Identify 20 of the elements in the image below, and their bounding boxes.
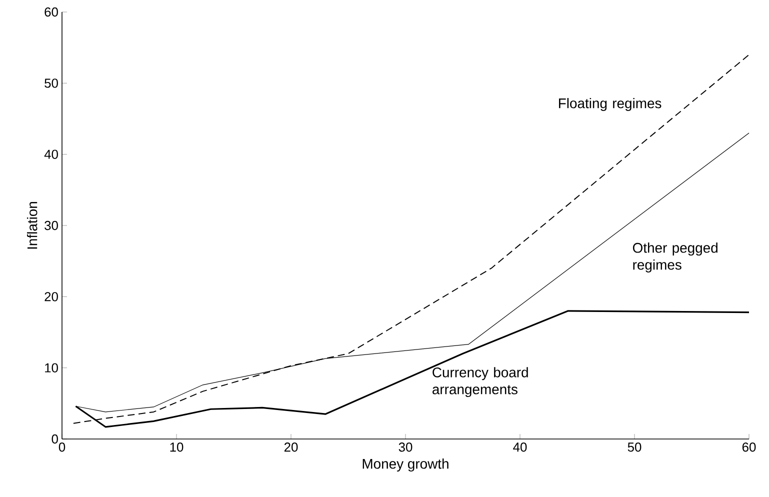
y-tick-label: 30 xyxy=(44,220,58,230)
line-series xyxy=(72,54,750,424)
y-tick-label: 50 xyxy=(44,78,58,88)
x-axis-title: Money growth xyxy=(362,458,448,472)
y-tick-label: 20 xyxy=(44,292,58,302)
x-tick-label: 10 xyxy=(170,442,184,452)
y-axis-title: Inflation xyxy=(26,202,38,249)
y-tick-label: 10 xyxy=(45,363,58,372)
x-tick-label: 60 xyxy=(742,442,756,452)
x-tick-label: 50 xyxy=(628,442,642,452)
series-label: Floating regimes xyxy=(559,98,662,112)
x-tick-label: 40 xyxy=(513,442,527,452)
x-tick-label: 30 xyxy=(398,442,412,452)
y-tick-label: 0 xyxy=(52,434,58,444)
series-label: Other pegged regimes xyxy=(632,242,718,272)
x-tick-label: 20 xyxy=(284,442,298,452)
series-label: Currency board arrangements xyxy=(432,367,528,398)
y-tick-label: 60 xyxy=(44,7,58,17)
y-tick-label: 40 xyxy=(44,150,58,159)
x-tick-label: 0 xyxy=(58,442,66,452)
